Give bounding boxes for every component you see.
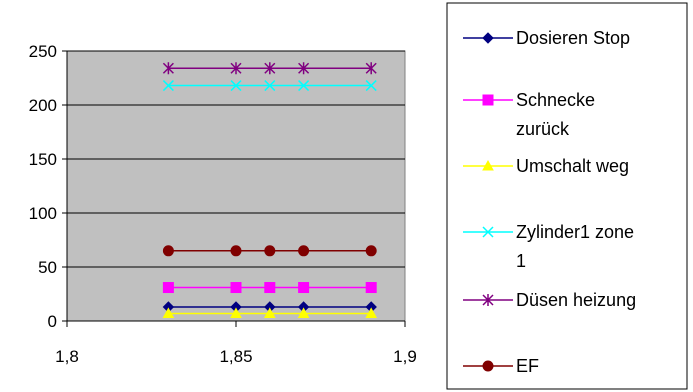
data-point (230, 80, 242, 92)
y-tick-label: 100 (29, 204, 57, 223)
y-tick-label: 150 (29, 150, 57, 169)
x-tick-label: 1,85 (219, 347, 252, 366)
data-point (162, 62, 174, 75)
legend-box (446, 2, 688, 390)
data-point (230, 62, 242, 75)
legend-entry-4: Düsen heizung (463, 290, 636, 310)
x-tick-label: 1,9 (393, 347, 417, 366)
legend-label: EF (516, 356, 539, 376)
legend-entry-5: EF (463, 356, 539, 376)
legend-swatch-marker (482, 32, 494, 44)
legend-swatch-marker (482, 226, 494, 238)
legend-label: zurück (516, 119, 570, 139)
data-point (162, 307, 175, 318)
legend-label: Umschalt weg (516, 156, 629, 176)
series-4 (162, 62, 377, 75)
legend-swatch-marker (482, 159, 494, 171)
series-3 (162, 80, 377, 92)
series-2 (162, 307, 378, 318)
series-5 (162, 245, 377, 257)
data-point (365, 307, 378, 318)
legend-swatch-marker (482, 94, 494, 106)
data-point (162, 282, 174, 294)
legend: Dosieren Stop Schnecke zurück Umschalt weg Z… (446, 2, 688, 390)
data-point (365, 80, 377, 92)
data-point (297, 307, 310, 318)
data-point (298, 80, 310, 92)
y-tick-label: 0 (48, 312, 57, 331)
data-point (264, 282, 276, 294)
data-point (264, 62, 276, 75)
data-point (298, 62, 310, 75)
x-tick-label: 1,8 (55, 347, 79, 366)
plot-area (66, 50, 406, 322)
data-point (230, 282, 242, 294)
data-point (264, 80, 276, 92)
data-point (365, 62, 377, 75)
data-point (230, 245, 242, 257)
data-point (365, 282, 377, 294)
grid (67, 50, 405, 268)
series-1 (162, 282, 377, 294)
data-point (365, 245, 377, 257)
legend-entry-1: Schnecke zurück (463, 90, 595, 139)
series-group (162, 62, 378, 318)
data-point (263, 307, 276, 318)
data-point (162, 80, 174, 92)
data-point (162, 245, 174, 257)
legend-entry-0: Dosieren Stop (463, 28, 630, 48)
data-point (264, 245, 276, 257)
legend-label: Düsen heizung (516, 290, 636, 310)
legend-label: 1 (516, 251, 526, 271)
legend-label: Dosieren Stop (516, 28, 630, 48)
legend-swatch-marker (482, 294, 494, 306)
legend-label: Schnecke (516, 90, 595, 110)
data-point (298, 245, 310, 257)
legend-swatch-marker (482, 360, 494, 372)
y-tick-label: 250 (29, 42, 57, 61)
legend-entry-3: Zylinder1 zone 1 (463, 222, 634, 271)
y-tick-label: 200 (29, 96, 57, 115)
data-point (230, 307, 242, 318)
legend-entry-2: Umschalt weg (463, 156, 629, 176)
axes: 0 50 100 150 200 250 1,8 1,85 1,9 (29, 42, 417, 366)
legend-label: Zylinder1 zone (516, 222, 634, 242)
y-tick-label: 50 (38, 258, 57, 277)
data-point (298, 282, 310, 294)
